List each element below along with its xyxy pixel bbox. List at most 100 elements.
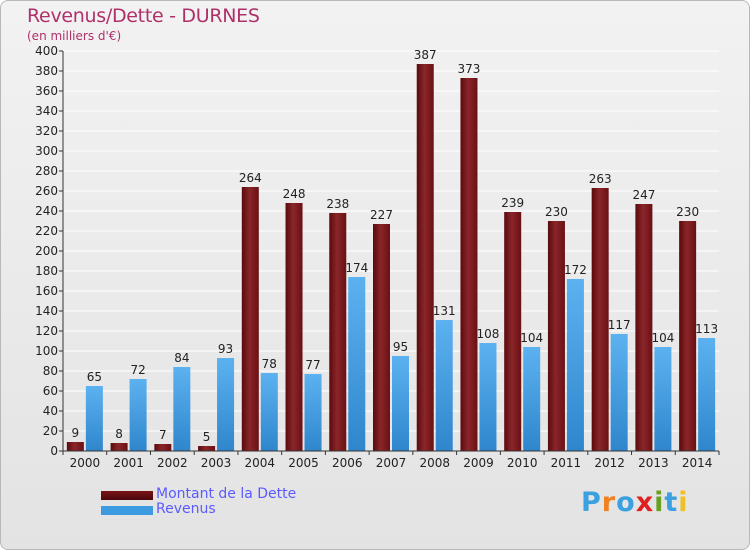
data-label-revenue: 131 bbox=[433, 304, 456, 318]
data-label-debt: 264 bbox=[239, 171, 262, 185]
bar-revenue bbox=[479, 343, 497, 451]
bar-revenue bbox=[304, 374, 322, 451]
bar-debt bbox=[110, 443, 128, 451]
data-label-revenue: 113 bbox=[695, 322, 718, 336]
y-tick-label: 340 bbox=[35, 104, 58, 118]
legend-swatch-revenue bbox=[101, 506, 153, 515]
data-label-debt: 239 bbox=[501, 196, 524, 210]
proxiti-logo: Proxiti bbox=[581, 487, 689, 518]
data-label-debt: 230 bbox=[545, 205, 568, 219]
chart-title: Revenus/Dette - DURNES bbox=[27, 5, 260, 27]
data-label-revenue: 104 bbox=[520, 331, 543, 345]
x-tick-label: 2008 bbox=[419, 456, 450, 470]
bar-debt bbox=[460, 78, 478, 451]
data-label-debt: 8 bbox=[115, 427, 123, 441]
y-tick-label: 80 bbox=[43, 364, 58, 378]
data-label-debt: 263 bbox=[589, 172, 612, 186]
bar-debt bbox=[373, 224, 390, 451]
y-tick-label: 120 bbox=[35, 324, 58, 338]
data-label-debt: 248 bbox=[283, 187, 306, 201]
y-tick-label: 380 bbox=[35, 64, 58, 78]
chart-subtitle: (en milliers d'€) bbox=[27, 29, 122, 43]
logo-letter: i bbox=[678, 487, 689, 518]
bar-revenue bbox=[173, 367, 191, 451]
bar-debt bbox=[241, 187, 259, 451]
bar-debt bbox=[154, 444, 172, 451]
y-tick-label: 180 bbox=[35, 264, 58, 278]
bar-revenue bbox=[85, 386, 103, 451]
logo-letter: r bbox=[601, 487, 617, 518]
logo-letter: o bbox=[616, 487, 636, 518]
data-label-debt: 373 bbox=[458, 62, 481, 76]
y-tick-label: 300 bbox=[35, 144, 58, 158]
x-tick-label: 2005 bbox=[288, 456, 319, 470]
data-label-revenue: 95 bbox=[393, 340, 408, 354]
y-tick-label: 220 bbox=[35, 224, 58, 238]
bar-debt bbox=[66, 442, 84, 451]
bar-revenue bbox=[392, 356, 409, 451]
x-tick-label: 2004 bbox=[245, 456, 276, 470]
data-label-debt: 247 bbox=[632, 188, 655, 202]
bar-revenue bbox=[654, 347, 672, 451]
y-tick-label: 100 bbox=[35, 344, 58, 358]
bar-revenue bbox=[129, 379, 147, 451]
data-label-debt: 387 bbox=[414, 48, 437, 62]
data-label-revenue: 77 bbox=[305, 358, 320, 372]
x-tick-label: 2002 bbox=[157, 456, 188, 470]
data-label-debt: 7 bbox=[159, 428, 167, 442]
logo-letter: P bbox=[581, 487, 602, 518]
logo-letter: x bbox=[635, 487, 655, 518]
bar-revenue bbox=[610, 334, 628, 451]
bar-revenue bbox=[348, 277, 366, 451]
data-label-debt: 9 bbox=[72, 426, 80, 440]
y-tick-label: 360 bbox=[35, 84, 58, 98]
bar-debt bbox=[547, 221, 565, 451]
bar-revenue bbox=[523, 347, 541, 451]
x-tick-label: 2014 bbox=[682, 456, 713, 470]
bar-debt bbox=[198, 446, 216, 451]
data-label-debt: 5 bbox=[203, 430, 211, 444]
y-tick-label: 40 bbox=[43, 404, 58, 418]
x-tick-label: 2011 bbox=[551, 456, 582, 470]
data-label-revenue: 65 bbox=[87, 370, 102, 384]
legend-swatch-debt bbox=[101, 491, 153, 500]
y-tick-label: 160 bbox=[35, 284, 58, 298]
bar-revenue bbox=[217, 358, 235, 451]
y-tick-label: 20 bbox=[43, 424, 58, 438]
y-tick-label: 200 bbox=[35, 244, 58, 258]
bar-revenue bbox=[566, 279, 584, 451]
y-tick-label: 260 bbox=[35, 184, 58, 198]
logo-letter: i bbox=[654, 487, 665, 518]
x-tick-label: 2006 bbox=[332, 456, 363, 470]
y-tick-label: 400 bbox=[35, 44, 58, 58]
data-label-revenue: 172 bbox=[564, 263, 587, 277]
data-label-revenue: 108 bbox=[477, 327, 500, 341]
x-tick-label: 2003 bbox=[201, 456, 232, 470]
legend-label-revenue: Revenus bbox=[156, 501, 216, 517]
data-label-revenue: 78 bbox=[262, 357, 277, 371]
data-label-debt: 227 bbox=[370, 208, 393, 222]
data-label-revenue: 174 bbox=[345, 261, 368, 275]
bar-revenue bbox=[698, 338, 716, 451]
data-label-revenue: 93 bbox=[218, 342, 233, 356]
bar-debt bbox=[679, 221, 697, 451]
y-tick-label: 60 bbox=[43, 384, 58, 398]
data-label-revenue: 84 bbox=[174, 351, 189, 365]
y-tick-label: 0 bbox=[50, 444, 58, 458]
x-tick-label: 2009 bbox=[463, 456, 494, 470]
x-tick-label: 2007 bbox=[376, 456, 407, 470]
bar-revenue bbox=[435, 320, 453, 451]
bar-debt bbox=[285, 203, 303, 451]
bar-debt bbox=[416, 64, 434, 451]
data-label-revenue: 72 bbox=[130, 363, 145, 377]
x-tick-label: 2010 bbox=[507, 456, 538, 470]
legend-label-debt: Montant de la Dette bbox=[156, 486, 297, 502]
x-tick-label: 2000 bbox=[70, 456, 101, 470]
x-tick-label: 2012 bbox=[594, 456, 625, 470]
y-tick-label: 320 bbox=[35, 124, 58, 138]
bar-debt bbox=[635, 204, 653, 451]
bar-debt bbox=[591, 188, 609, 451]
bar-revenue bbox=[260, 373, 278, 451]
y-tick-label: 240 bbox=[35, 204, 58, 218]
